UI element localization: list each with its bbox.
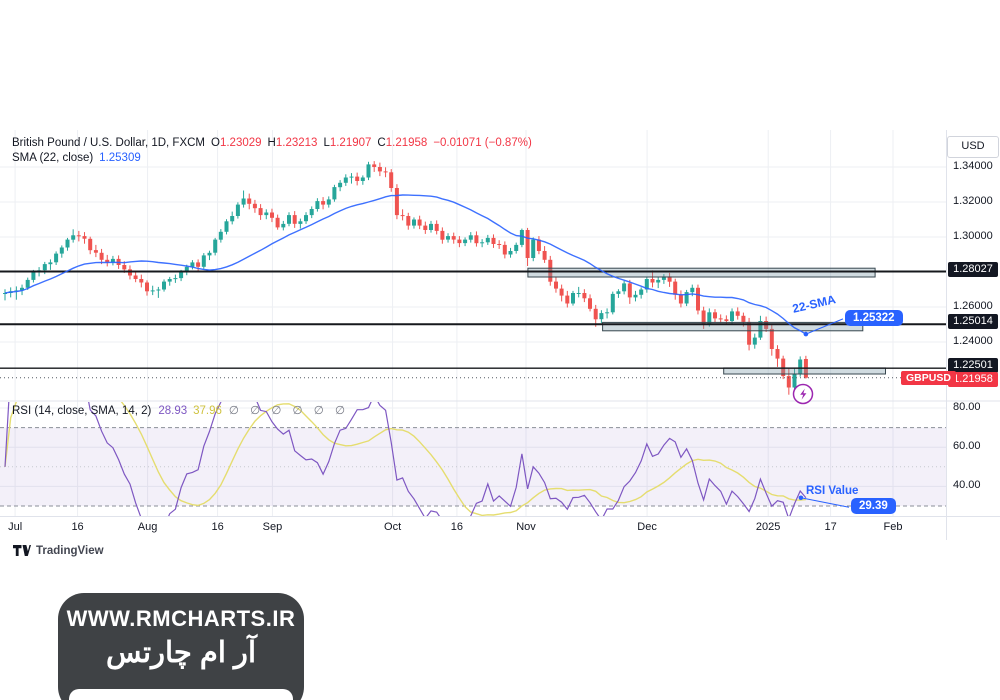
price-tick: 1.32000 bbox=[953, 195, 993, 207]
rsi-annotation-label[interactable]: RSI Value bbox=[806, 485, 859, 497]
ohlc-close-key: C bbox=[377, 137, 386, 149]
tradingview-attribution[interactable]: TradingView bbox=[13, 545, 104, 557]
rsi-empty-values: ∅ ∅ ∅ ∅ ∅ ∅ bbox=[228, 405, 349, 417]
sma-annotation-badge[interactable]: 1.25322 bbox=[845, 309, 903, 326]
sma-legend[interactable]: SMA (22, close) 1.25309 bbox=[12, 152, 141, 164]
price-tick: 1.30000 bbox=[953, 230, 993, 242]
ohlc-high-value: 1.23213 bbox=[275, 137, 318, 149]
ohlc-low-value: 1.21907 bbox=[329, 137, 372, 149]
tradingview-logo-text: TradingView bbox=[36, 545, 104, 557]
rsi-legend[interactable]: RSI (14, close, SMA, 14, 2) 28.93 37.96 ∅ ∅… bbox=[12, 403, 349, 417]
time-label: Nov bbox=[516, 521, 536, 533]
sma-value: 1.25309 bbox=[99, 152, 141, 164]
rsi-tick: 40.00 bbox=[953, 479, 981, 492]
tradingview-logo-icon bbox=[13, 545, 31, 556]
symbol-legend[interactable]: British Pound / U.S. Dollar, 1D, FXCM O1.… bbox=[12, 137, 532, 149]
rsi-tick: 60.00 bbox=[953, 440, 981, 453]
time-label: Feb bbox=[883, 521, 903, 533]
watermark-persian-name: آر ام چارتس bbox=[106, 637, 256, 669]
currency-selector: USD bbox=[947, 136, 999, 158]
time-label: 16 bbox=[71, 521, 84, 533]
time-label: Jul bbox=[8, 521, 23, 533]
sma-label[interactable]: SMA (22, close) bbox=[12, 152, 94, 164]
time-label: Dec bbox=[637, 521, 657, 533]
price-level-badge: 1.22501 bbox=[948, 358, 998, 374]
rsi-label[interactable]: RSI (14, close, SMA, 14, 2) bbox=[12, 405, 152, 417]
ohlc-open-key: O bbox=[211, 137, 220, 149]
lightning-marker[interactable] bbox=[792, 383, 814, 405]
watermark-inner-card bbox=[69, 689, 293, 700]
ohlc-low-key: L bbox=[323, 137, 330, 149]
time-label: 16 bbox=[450, 521, 464, 533]
time-label: 2025 bbox=[755, 521, 781, 533]
rsi-sma-value: 37.96 bbox=[193, 405, 222, 417]
time-label: 17 bbox=[824, 521, 837, 533]
ohlc-close-value: 1.21958 bbox=[385, 137, 428, 149]
rsi-annotation-badge[interactable]: 29.39 bbox=[851, 498, 896, 515]
time-label: Oct bbox=[384, 521, 402, 533]
time-label: 16 bbox=[211, 521, 224, 533]
price-tick: 1.26000 bbox=[953, 300, 993, 312]
time-label: Sep bbox=[262, 521, 283, 533]
price-level-badge: 1.25014 bbox=[948, 314, 998, 330]
rsi-tick: 80.00 bbox=[953, 401, 981, 413]
watermark-url: WWW.RMCHARTS.IR bbox=[66, 606, 296, 631]
ohlc-open-value: 1.23029 bbox=[219, 137, 262, 149]
watermark: WWW.RMCHARTS.IR آر ام چارتس bbox=[58, 593, 304, 700]
price-level-badge: 1.21958 bbox=[948, 371, 998, 387]
symbol-title[interactable]: British Pound / U.S. Dollar, 1D, FXCM bbox=[12, 137, 206, 149]
ohlc-high-key: H bbox=[267, 137, 276, 149]
rsi-value: 28.93 bbox=[158, 405, 188, 417]
price-tick: 1.24000 bbox=[953, 335, 993, 347]
price-tick: 1.34000 bbox=[953, 160, 993, 172]
symbol-price-label: GBPUSD bbox=[901, 370, 956, 385]
price-level-badge: 1.28027 bbox=[948, 261, 998, 277]
time-label: Aug bbox=[137, 521, 158, 533]
change-value: −0.01071 (−0.87%) bbox=[433, 137, 532, 149]
